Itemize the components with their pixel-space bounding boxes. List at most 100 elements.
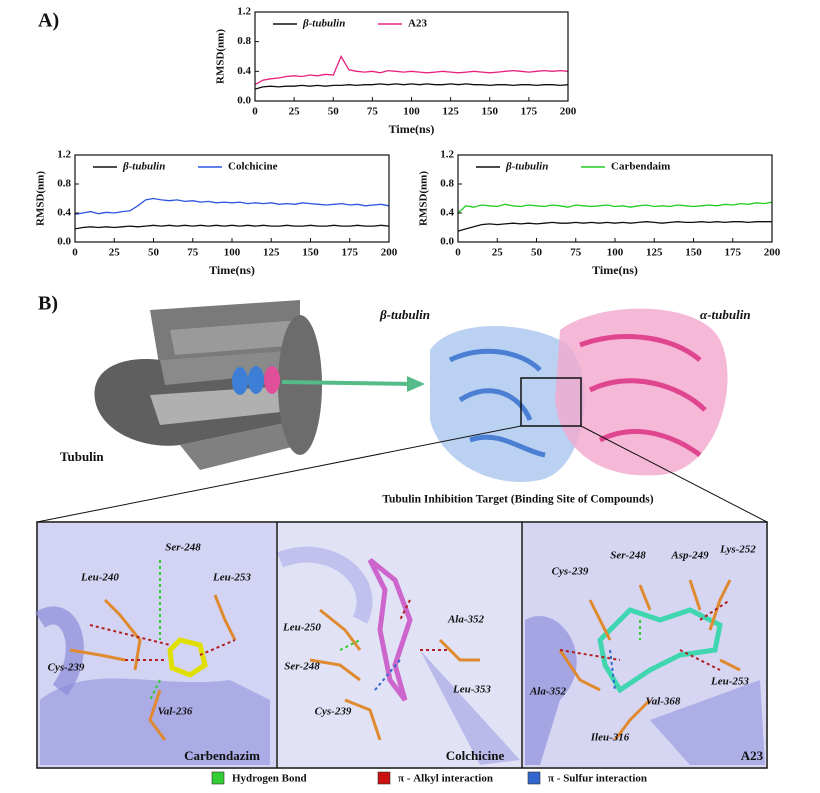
residue-label: Leu-253	[710, 676, 749, 688]
legend-label: β-tubulin	[302, 18, 345, 30]
x-tick-label: 175	[521, 106, 538, 118]
x-tick-label: 0	[72, 247, 78, 259]
residue-label: Ala-352	[529, 686, 567, 698]
x-tick-label: 25	[289, 106, 301, 118]
x-axis-label: Time(ns)	[389, 122, 435, 136]
y-tick-label: 0.4	[237, 65, 251, 77]
y-axis-label: RMSD(nm)	[418, 171, 430, 226]
residue-label: Ser-248	[610, 550, 646, 562]
y-axis-label: RMSD(nm)	[215, 29, 227, 84]
y-tick-label: 0.8	[237, 35, 251, 47]
y-tick-label: 0.0	[57, 236, 71, 248]
y-tick-label: 0.8	[440, 178, 454, 190]
x-tick-label: 175	[725, 247, 742, 259]
alpha-ribbons	[579, 334, 707, 458]
x-tick-label: 150	[482, 106, 499, 118]
residue-label: Cys-239	[552, 566, 589, 578]
legend-label: Hydrogen Bond	[232, 773, 307, 785]
y-tick-label: 0.4	[440, 207, 454, 219]
x-tick-label: 125	[646, 247, 663, 259]
x-tick-label: 200	[560, 106, 577, 118]
x-tick-label: 25	[109, 247, 121, 259]
y-tick-label: 0.4	[57, 207, 71, 219]
legend-square	[527, 771, 541, 785]
series-line	[74, 224, 390, 230]
x-tick-label: 0	[455, 247, 461, 259]
zoom-line	[580, 425, 768, 523]
x-tick-label: 150	[302, 247, 319, 259]
binding-panels	[35, 521, 768, 769]
x-tick-label: 100	[607, 247, 624, 259]
residue-label: Val-236	[158, 706, 193, 718]
zoom-line	[36, 425, 522, 523]
residue-label: Cys-239	[315, 706, 352, 718]
x-tick-label: 50	[328, 106, 340, 118]
x-tick-label: 200	[764, 247, 781, 259]
beta-tubulin-blob	[430, 326, 585, 482]
panel-label: B)	[38, 293, 58, 315]
legend-square	[211, 771, 225, 785]
y-tick-label: 1.2	[440, 149, 454, 161]
y-tick-label: 0.0	[440, 236, 454, 248]
x-tick-label: 100	[224, 247, 241, 259]
x-tick-label: 125	[442, 106, 459, 118]
residue-label: Cys-239	[48, 662, 85, 674]
legend-label: Carbendaim	[611, 161, 670, 173]
legend-label: π - Sulfur interaction	[548, 773, 647, 785]
compound-name: Carbendazim	[184, 748, 260, 763]
y-tick-label: 1.2	[57, 149, 71, 161]
microtubule	[94, 300, 322, 470]
residue-label: Leu-250	[282, 622, 321, 634]
residue-label: Val-368	[646, 696, 681, 708]
x-tick-label: 125	[263, 247, 280, 259]
target-caption: Tubulin Inhibition Target (Binding Site …	[382, 494, 653, 506]
x-tick-label: 75	[367, 106, 379, 118]
series-line	[74, 197, 390, 216]
x-tick-label: 50	[531, 247, 543, 259]
y-tick-label: 1.2	[237, 6, 251, 18]
series-line	[457, 201, 773, 214]
compound-name: Colchicine	[446, 748, 505, 763]
series-line	[457, 221, 772, 232]
residue-label: Leu-240	[80, 572, 119, 584]
legend-label: β-tubulin	[505, 161, 548, 173]
legend-label: β-tubulin	[122, 161, 165, 173]
residue-label: Lys-252	[719, 544, 756, 556]
series-line	[254, 83, 569, 90]
residue-label: Asp-249	[670, 550, 709, 562]
tubulin-label: Tubulin	[60, 449, 104, 464]
residue-label: Leu-353	[452, 684, 491, 696]
x-tick-label: 75	[570, 247, 582, 259]
x-axis-label: Time(ns)	[592, 263, 638, 277]
arrow-head	[407, 376, 425, 392]
beta-ribbons	[448, 348, 546, 458]
residue-label: Ala-352	[447, 614, 485, 626]
x-tick-label: 175	[342, 247, 359, 259]
x-tick-label: 100	[403, 106, 420, 118]
legend-label: Colchicine	[228, 161, 278, 173]
residue-label: Leu-253	[212, 572, 251, 584]
x-axis-label: Time(ns)	[209, 263, 255, 277]
arrow	[281, 380, 416, 386]
residue-label: Ileu-316	[590, 732, 630, 744]
panel-label: A)	[38, 10, 59, 32]
x-tick-label: 0	[252, 106, 258, 118]
residue-label: Ser-248	[165, 542, 201, 554]
beta-label: β-tubulin	[379, 307, 430, 322]
x-tick-label: 150	[685, 247, 702, 259]
legend-square	[377, 771, 391, 785]
y-tick-label: 0.0	[237, 95, 251, 107]
compound-name: A23	[741, 748, 764, 763]
x-tick-label: 75	[187, 247, 199, 259]
y-axis-label: RMSD(nm)	[35, 171, 47, 226]
legend-label: π - Alkyl interaction	[398, 773, 493, 785]
legend-label: A23	[408, 18, 427, 30]
y-tick-label: 0.8	[57, 178, 71, 190]
x-tick-label: 25	[492, 247, 504, 259]
x-tick-label: 200	[381, 247, 398, 259]
zoom-box	[520, 377, 582, 427]
x-tick-label: 50	[148, 247, 160, 259]
residue-label: Ser-248	[284, 661, 320, 673]
alpha-label: α-tubulin	[700, 307, 751, 322]
